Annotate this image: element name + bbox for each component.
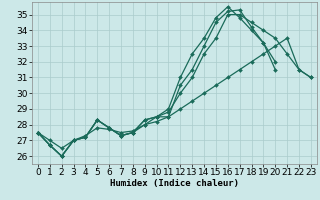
X-axis label: Humidex (Indice chaleur): Humidex (Indice chaleur) bbox=[110, 179, 239, 188]
